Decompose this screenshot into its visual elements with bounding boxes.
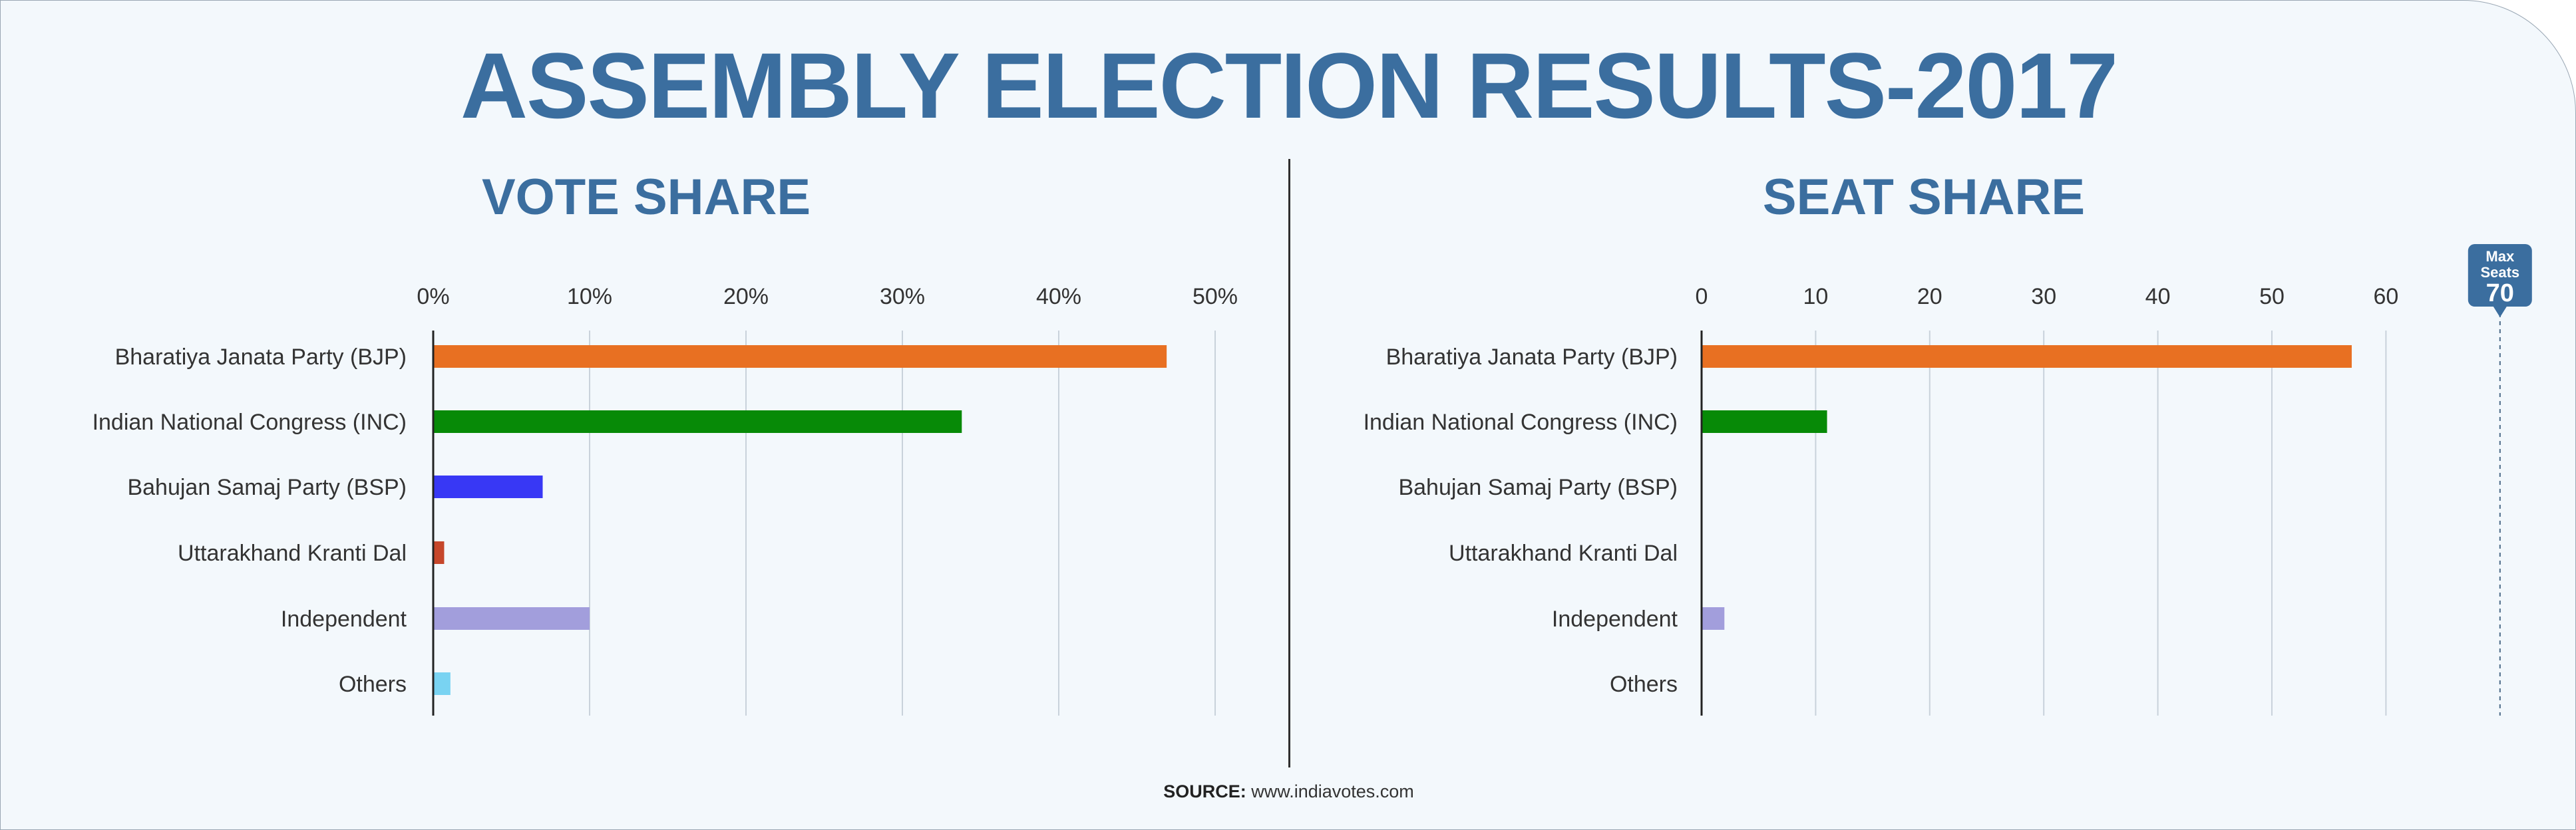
chart1-tick-label: 50% [1193, 284, 1238, 309]
vote-share-title: VOTE SHARE [481, 169, 811, 225]
chart2-bar [1702, 410, 1827, 433]
chart1-category-label: Bahujan Samaj Party (BSP) [127, 475, 407, 500]
chart2-tick-label: 40 [2145, 284, 2171, 309]
chart2-category-label: Indian National Congress (INC) [1364, 410, 1678, 435]
chart2-category-label: Uttarakhand Kranti Dal [1449, 541, 1678, 566]
chart2-tick-label: 30 [2031, 284, 2056, 309]
source-note: SOURCE: www.indiavotes.com [1, 781, 2575, 802]
chart2-category-label: Bharatiya Janata Party (BJP) [1386, 345, 1678, 370]
chart1-tick-label: 10% [567, 284, 612, 309]
chart2-max-marker-badge [2468, 244, 2532, 317]
chart1-category-label: Others [339, 672, 407, 697]
chart2-bar [1702, 607, 1725, 630]
chart2-tick-label: 50 [2259, 284, 2285, 309]
chart1-tick-label: 30% [880, 284, 925, 309]
chart1-bar [433, 607, 590, 630]
source-label: SOURCE: [1163, 781, 1246, 801]
chart1-category-label: Independent [281, 607, 407, 632]
chart1-bar [433, 672, 451, 695]
chart1-category-label: Bharatiya Janata Party (BJP) [115, 345, 407, 370]
chart1-tick-label: 40% [1036, 284, 1081, 309]
chart2-tick-label: 60 [2373, 284, 2398, 309]
chart1-category-label: Uttarakhand Kranti Dal [178, 541, 407, 566]
chart1-tick-label: 0% [417, 284, 449, 309]
source-url: www.indiavotes.com [1246, 781, 1414, 801]
seat-share-title: SEAT SHARE [1762, 169, 2086, 225]
chart2-max-marker-label-line2: Seats [2480, 264, 2519, 281]
chart1-bar [433, 541, 445, 564]
chart1-tick-label: 20% [723, 284, 769, 309]
main-title: ASSEMBLY ELECTION RESULTS-2017 [460, 33, 2118, 138]
chart2-tick-label: 0 [1696, 284, 1708, 309]
chart2-category-label: Bahujan Samaj Party (BSP) [1398, 475, 1678, 500]
chart2-tick-label: 20 [1917, 284, 1942, 309]
chart2-category-label: Others [1610, 672, 1678, 697]
chart2-bar [1702, 345, 2352, 368]
chart2-max-marker-label-line1: Max [2485, 248, 2515, 265]
panel-divider [1288, 159, 1290, 767]
chart1-bar [433, 476, 543, 498]
chart2-category-label: Independent [1552, 607, 1678, 632]
chart1-category-label: Indian National Congress (INC) [92, 410, 407, 435]
chart2-max-marker-value: 70 [2486, 279, 2514, 307]
chart1-bar [433, 345, 1167, 368]
chart2-tick-label: 10 [1803, 284, 1828, 309]
chart1-bar [433, 410, 962, 433]
